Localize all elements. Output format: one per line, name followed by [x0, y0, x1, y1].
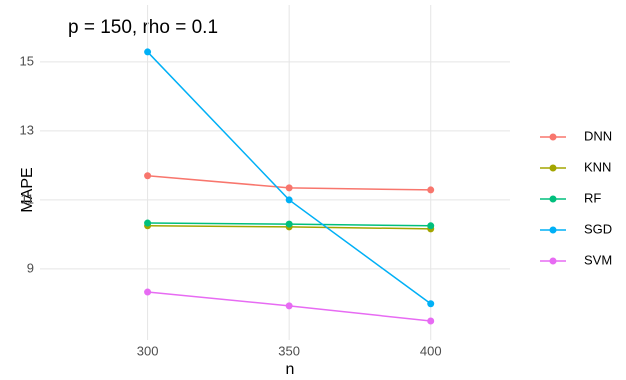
legend-label: DNN — [584, 128, 612, 143]
x-axis-label: n — [286, 361, 295, 378]
data-point — [144, 288, 152, 296]
data-point — [144, 172, 152, 180]
y-tick-label: 15 — [20, 53, 34, 68]
data-point — [427, 222, 435, 230]
y-tick-label: 11 — [21, 191, 35, 206]
x-tick-label: 400 — [420, 343, 442, 358]
data-point — [285, 302, 293, 310]
legend-label: KNN — [584, 159, 611, 174]
legend-label: SVM — [584, 252, 612, 267]
y-tick-label: 13 — [20, 122, 34, 137]
x-tick-label: 350 — [278, 343, 300, 358]
legend-label: SGD — [584, 221, 612, 236]
y-tick-label: 9 — [27, 260, 34, 275]
data-point — [144, 219, 152, 227]
legend-marker — [549, 164, 557, 172]
data-point — [285, 220, 293, 228]
data-point — [144, 48, 152, 56]
legend-marker — [549, 195, 557, 203]
legend-marker — [549, 133, 557, 141]
data-point — [427, 186, 435, 194]
legend-marker — [549, 257, 557, 265]
data-point — [427, 300, 435, 308]
chart-title: p = 150, rho = 0.1 — [68, 17, 218, 38]
legend-label: RF — [584, 190, 601, 205]
data-point — [427, 317, 435, 325]
data-point — [285, 184, 293, 192]
x-tick-label: 300 — [137, 343, 159, 358]
y-axis-label: MAPE — [19, 167, 36, 212]
legend-marker — [549, 226, 557, 234]
data-point — [285, 196, 293, 204]
